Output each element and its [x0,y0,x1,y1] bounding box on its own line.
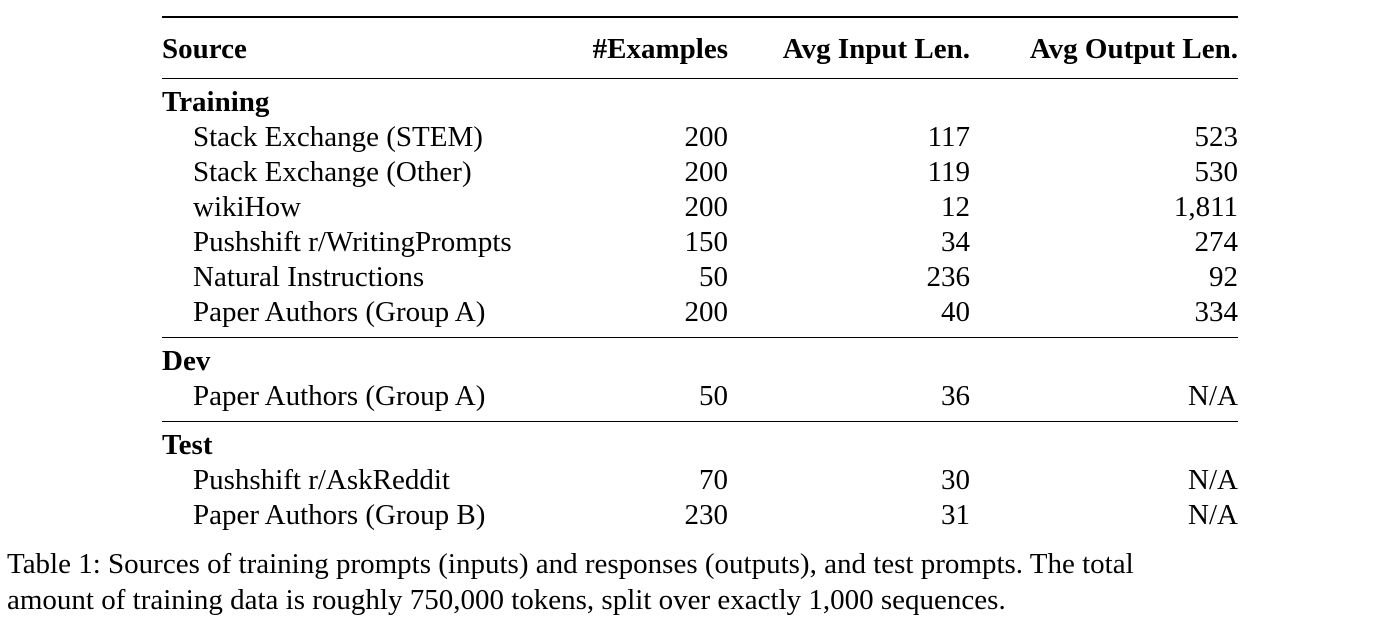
header-source: Source [162,16,582,79]
cell-avg-output: 1,811 [1173,190,1238,223]
cell-avg-output: N/A [970,378,1238,422]
cell-avg-input: 236 [926,260,971,293]
cell-avg-input: 12 [941,190,970,223]
cell-examples: 200 [684,155,729,188]
cell-source: Paper Authors (Group B) [193,498,486,531]
cell-examples: 50 [582,378,728,422]
section-heading-row: Test [162,422,1238,463]
section-heading: Test [162,429,213,461]
table-row: Paper Authors (Group A) 50 36 N/A [162,378,1238,422]
cell-source: wikiHow [193,190,301,223]
table-row: Stack Exchange (STEM) 200 117 523 [162,119,1238,154]
cell-avg-output: N/A [1188,463,1238,496]
cell-avg-input: 30 [941,463,970,496]
header-examples: #Examples [582,16,728,79]
table-row: Paper Authors (Group A) 200 40 334 [162,294,1238,338]
section-heading-row: Training [162,79,1238,120]
table-row: wikiHow 200 12 1,811 [162,189,1238,224]
cell-source: Pushshift r/AskReddit [193,463,450,496]
cell-avg-input: 31 [941,498,970,531]
cell-examples: 200 [582,294,728,338]
data-table: Source #Examples Avg Input Len. Avg Outp… [162,16,1238,540]
cell-source: Stack Exchange (STEM) [193,120,483,153]
cell-source: Paper Authors (Group A) [162,378,582,422]
table-header-row: Source #Examples Avg Input Len. Avg Outp… [162,16,1238,79]
cell-examples: 200 [684,190,729,223]
cell-source: Stack Exchange (Other) [193,155,472,188]
header-avg-output: Avg Output Len. [970,16,1238,79]
cell-avg-output: 92 [1209,260,1238,293]
cell-examples: 70 [699,463,728,496]
cell-source: Natural Instructions [193,260,425,293]
table-row: Stack Exchange (Other) 200 119 530 [162,154,1238,189]
table-row: Paper Authors (Group B) 230 31 N/A [162,497,1238,540]
cell-avg-input: 36 [728,378,970,422]
section-test: Test Pushshift r/AskReddit 70 30 N/A Pap… [162,422,1238,541]
cell-avg-input: 34 [941,225,970,258]
caption-line-1: Table 1: Sources of training prompts (in… [7,548,1134,580]
section-training: Training Stack Exchange (STEM) 200 117 5… [162,79,1238,338]
section-dev: Dev Paper Authors (Group A) 50 36 N/A [162,338,1238,422]
section-heading-row: Dev [162,338,1238,379]
cell-avg-output: 274 [1194,225,1239,258]
header-avg-input: Avg Input Len. [728,16,970,79]
cell-examples: 230 [684,498,729,531]
cell-avg-output: 334 [970,294,1238,338]
cell-avg-input: 117 [927,120,970,153]
cell-avg-input: 119 [927,155,970,188]
cell-avg-output: 523 [1194,120,1239,153]
cell-examples: 200 [684,120,729,153]
cell-source: Paper Authors (Group A) [162,294,582,338]
cell-avg-output: 530 [1194,155,1239,188]
section-heading: Dev [162,345,211,377]
data-table-container: Source #Examples Avg Input Len. Avg Outp… [162,16,1238,540]
cell-avg-input: 40 [728,294,970,338]
cell-avg-output: N/A [1188,498,1238,531]
table-row: Pushshift r/WritingPrompts 150 34 274 [162,224,1238,259]
cell-examples: 150 [684,225,729,258]
cell-source: Pushshift r/WritingPrompts [193,225,512,258]
section-heading: Training [162,86,270,118]
table-row: Pushshift r/AskReddit 70 30 N/A [162,462,1238,497]
table-row: Natural Instructions 50 236 92 [162,259,1238,294]
table-caption: Table 1: Sources of training prompts (in… [7,546,1397,618]
caption-line-2: amount of training data is roughly 750,0… [7,584,1006,616]
cell-examples: 50 [699,260,728,293]
